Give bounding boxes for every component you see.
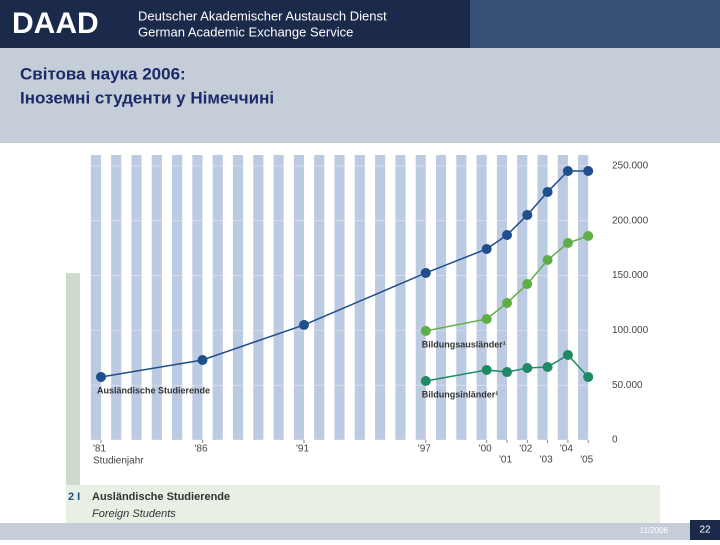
stripe [456, 155, 467, 440]
org-name-en: German Academic Exchange Service [138, 24, 353, 39]
y-tick-label: 250.000 [612, 161, 649, 172]
footer-band [0, 523, 720, 540]
stripe [395, 155, 406, 440]
footer-date: 11/2006 [640, 526, 669, 535]
x-tick-label: '86 [195, 444, 208, 455]
side-panel [66, 273, 80, 523]
header-image [470, 0, 720, 48]
series-label: Bildungsausländer¹ [422, 339, 506, 349]
stripe [354, 155, 365, 440]
stripe [232, 155, 244, 440]
title-band [0, 48, 720, 143]
point [562, 166, 573, 177]
x-tick-label: '01 [499, 455, 512, 466]
slide-title: Світова наука 2006: [20, 64, 186, 83]
x-tick-label: '91 [296, 444, 309, 455]
stripe [273, 155, 284, 440]
point [542, 186, 553, 197]
caption-number: 2 I [68, 491, 80, 503]
point [481, 364, 492, 375]
y-tick-label: 100.000 [612, 325, 649, 336]
slide-title: Іноземні студенти у Німеччині [20, 88, 274, 107]
y-tick-label: 150.000 [612, 270, 649, 281]
point [420, 376, 431, 387]
point [583, 231, 594, 242]
point [583, 371, 594, 382]
stripe [517, 155, 528, 440]
series-line [100, 170, 589, 378]
point [502, 367, 512, 378]
org-name-de: Deutscher Akademischer Austausch Dienst [138, 8, 387, 23]
y-tick-label: 200.000 [612, 215, 649, 226]
x-tick-label: '81 [93, 444, 106, 455]
point [522, 362, 533, 373]
series-label: Bildungsinländer¹ [422, 389, 499, 399]
stripe [253, 155, 264, 440]
point [542, 255, 553, 266]
stripe [557, 155, 568, 440]
chart-panel [80, 143, 660, 523]
stripe [435, 155, 447, 440]
stripe [375, 155, 386, 440]
page-box [690, 520, 720, 540]
point [420, 267, 431, 278]
y-tick-label: 0 [612, 435, 618, 446]
stripe [334, 155, 345, 440]
caption-title: Ausländische Studierende [92, 491, 230, 503]
stripe [476, 155, 487, 440]
point [299, 319, 309, 330]
point [502, 297, 512, 308]
stripe [172, 155, 183, 440]
x-tick-label: '97 [418, 444, 431, 455]
point [197, 354, 208, 365]
point [522, 209, 533, 220]
stripe [537, 155, 548, 440]
stripe [192, 155, 203, 440]
y-tick-label: 50.000 [612, 380, 643, 391]
logo: DAAD [12, 7, 99, 40]
stripe [111, 155, 122, 440]
point [522, 279, 533, 290]
caption-subtitle: Foreign Students [92, 508, 176, 520]
plot: 0 50.000 100.000 150.000 200.000 250.000 '81 '8… [80, 155, 649, 467]
point [481, 313, 492, 324]
point [420, 325, 431, 336]
point [562, 349, 573, 360]
stripe [578, 155, 589, 440]
point [502, 230, 512, 241]
x-tick-label: '04 [560, 444, 573, 455]
x-tick-label: '02 [519, 444, 532, 455]
x-axis-label: Studienjahr [93, 456, 144, 467]
point [562, 238, 573, 249]
stripe [151, 155, 162, 440]
stripe [415, 155, 426, 440]
x-tick-label: '05 [580, 455, 593, 466]
point [583, 166, 594, 177]
page-number: 22 [699, 525, 711, 536]
series-label: Ausländische Studierende [97, 385, 210, 395]
stripe [293, 155, 304, 440]
stripe [496, 155, 507, 440]
point [96, 371, 106, 382]
stripe [90, 155, 101, 440]
stripe [314, 155, 325, 440]
caption-band [66, 485, 660, 523]
x-tick-label: '00 [479, 444, 492, 455]
point [481, 243, 492, 254]
x-tick-label: '03 [540, 455, 553, 466]
point [542, 361, 553, 372]
stripe [131, 155, 142, 440]
stripe [212, 155, 223, 440]
